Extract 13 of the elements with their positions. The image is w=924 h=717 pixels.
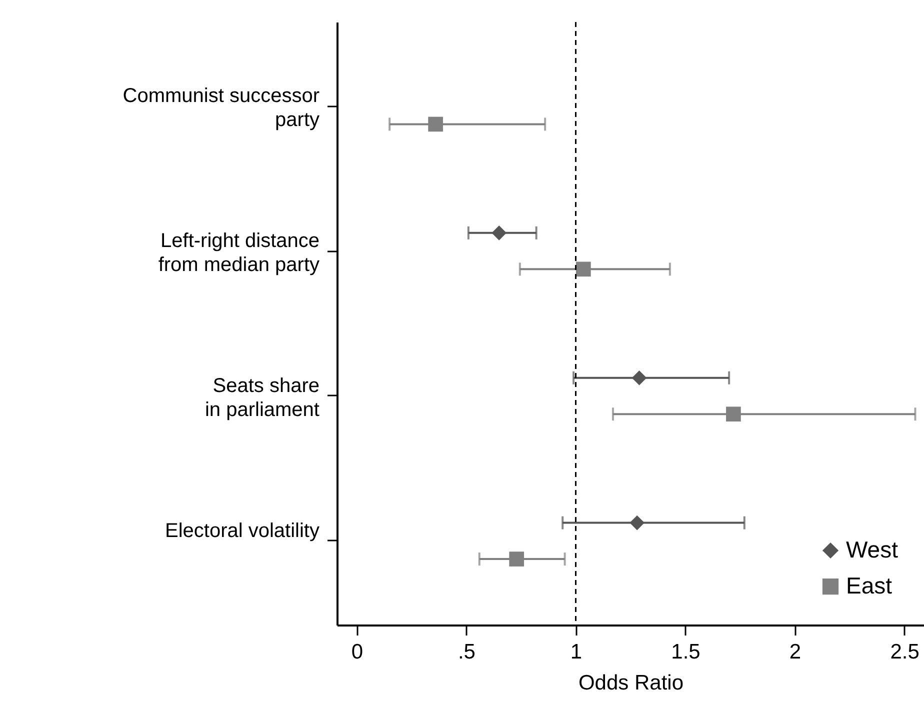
x-tick-label: 2 — [789, 640, 802, 664]
x-tick-label: 1.5 — [671, 640, 700, 664]
x-tick-label: 1 — [570, 640, 582, 664]
x-tick-label: 0 — [351, 640, 364, 664]
legend-label: East — [846, 572, 893, 598]
x-tick-label: 2.5 — [890, 640, 920, 664]
x-tick-label: .5 — [458, 640, 476, 664]
x-axis-title: Odds Ratio — [578, 672, 684, 694]
y-tick-label: Electoral volatility — [164, 520, 320, 542]
y-tick-label: Seats share in parliament — [204, 374, 320, 421]
y-tick-label: Communist successor party — [122, 85, 320, 132]
legend-label: West — [846, 536, 899, 562]
y-tick-label: Left-right distance from median party — [158, 230, 320, 276]
